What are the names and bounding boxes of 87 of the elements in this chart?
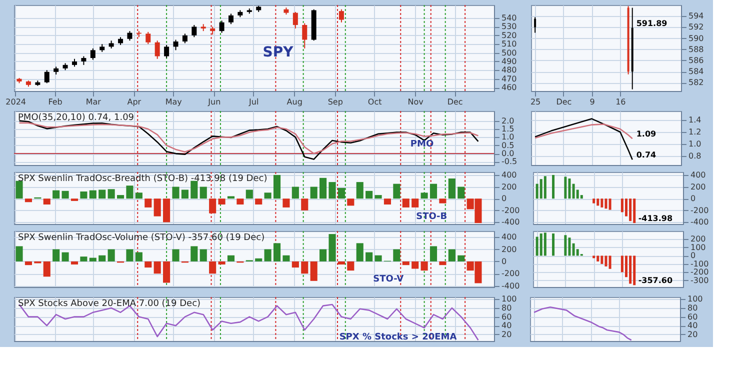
y-tick-label: 588 xyxy=(688,44,704,54)
x-tick-label: Feb xyxy=(48,98,62,106)
y-tick-label: 1.2 xyxy=(688,128,702,136)
y-tick-label: 200 xyxy=(690,234,706,244)
y-tick-label: -400 xyxy=(502,281,520,290)
y-tick-label: 100 xyxy=(502,294,517,304)
annotation: 591.89 xyxy=(636,18,668,28)
y-tick-label: 400 xyxy=(502,170,517,180)
y-tick-label: 40 xyxy=(502,321,512,330)
annotation: 0.74 xyxy=(636,150,657,160)
y-tick-label: 584 xyxy=(688,67,704,76)
y-tick-label: 0.0 xyxy=(502,149,514,158)
y-tick-label: 0 xyxy=(502,194,507,204)
x-tick-label: Dec xyxy=(556,98,572,106)
y-tick-label: 510 xyxy=(502,40,517,49)
y-tick-label: -200 xyxy=(690,206,709,215)
annotation: SPX Swenlin TradOsc-Breadth (STO-B) -413.98 (19 Dec) xyxy=(18,174,268,184)
y-tick-label: 1.0 xyxy=(502,132,514,142)
x-tick-label: Aug xyxy=(286,98,302,106)
y-tick-label: 80 xyxy=(502,304,512,312)
x-tick-label: Oct xyxy=(368,98,382,106)
y-tick-label: -200 xyxy=(502,269,520,278)
x-tick-label: Jun xyxy=(207,98,221,106)
annotation: PMO(35,20,10) 0.74, 1.09 xyxy=(18,113,134,123)
annotation: 1.09 xyxy=(636,130,657,139)
y-tick-label: 0.5 xyxy=(502,140,514,150)
y-tick-label: 200 xyxy=(502,182,517,192)
y-tick-label: 0 xyxy=(690,251,696,260)
annotation: SPX Stocks Above 20-EMA 7.00 (19 Dec) xyxy=(18,299,201,309)
y-tick-label: 460 xyxy=(502,83,517,92)
y-tick-label: 40 xyxy=(688,321,698,330)
y-tick-label: 490 xyxy=(502,56,517,66)
annotation: SPY xyxy=(262,44,294,60)
y-tick-label: -400 xyxy=(690,218,709,227)
y-tick-label: 0 xyxy=(690,194,696,204)
y-tick-label: -0.5 xyxy=(502,157,518,166)
y-tick-label: 540 xyxy=(502,14,517,23)
x-tick-label: Jul xyxy=(248,98,259,106)
annotation: SPX Swenlin TradOsc-Volume (STO-V) -357.60 (19 Dec) xyxy=(18,233,265,243)
y-tick-label: 520 xyxy=(502,30,517,40)
annotation: PMO xyxy=(410,139,434,150)
y-tick-label: 1.0 xyxy=(688,140,702,148)
y-tick-label: 200 xyxy=(690,182,706,192)
y-tick-label: 400 xyxy=(690,170,706,180)
x-tick-label: Dec xyxy=(447,98,463,106)
y-tick-label: 590 xyxy=(688,34,704,43)
y-tick-label: 480 xyxy=(502,66,517,75)
y-tick-label: 60 xyxy=(688,312,698,322)
y-tick-label: 400 xyxy=(502,232,517,242)
x-tick-label: 9 xyxy=(590,98,595,106)
y-tick-label: -200 xyxy=(690,268,709,277)
y-tick-label: -400 xyxy=(502,218,520,227)
y-tick-label: 100 xyxy=(688,294,703,304)
x-tick-label: Nov xyxy=(408,98,424,106)
annotation: SPX % Stocks > 20EMA xyxy=(339,332,457,343)
y-tick-label: 0.8 xyxy=(688,152,702,160)
y-tick-label: 586 xyxy=(688,56,704,65)
y-tick-label: 500 xyxy=(502,48,517,58)
annotation: STO-V xyxy=(373,274,404,285)
y-tick-label: 582 xyxy=(688,78,704,88)
x-tick-label: Apr xyxy=(127,98,142,106)
y-tick-label: 80 xyxy=(688,304,698,312)
annotation: -357.60 xyxy=(638,276,673,286)
y-tick-label: 60 xyxy=(502,312,512,322)
y-tick-label: 2.0 xyxy=(502,116,514,126)
x-tick-label: 25 xyxy=(530,98,541,106)
y-tick-label: 20 xyxy=(688,330,698,339)
y-tick-label: -100 xyxy=(690,259,709,268)
y-tick-label: 1.5 xyxy=(502,124,514,134)
annotation: STO-B xyxy=(416,212,448,222)
x-tick-label: Mar xyxy=(86,98,102,106)
y-tick-label: 100 xyxy=(690,242,706,252)
y-tick-label: 1.4 xyxy=(688,116,702,124)
y-tick-label: 594 xyxy=(688,12,704,21)
y-tick-label: -300 xyxy=(690,276,709,285)
y-tick-label: -200 xyxy=(502,206,520,215)
y-tick-label: 0 xyxy=(502,256,507,266)
x-tick-label: Sep xyxy=(328,98,343,106)
y-tick-label: 470 xyxy=(502,74,517,84)
x-tick-label: May xyxy=(165,98,182,106)
x-tick-label: 2024 xyxy=(6,98,26,106)
y-tick-label: 530 xyxy=(502,22,517,32)
annotation: -413.98 xyxy=(638,214,673,224)
y-tick-label: 592 xyxy=(688,22,704,32)
y-tick-label: 200 xyxy=(502,244,517,254)
x-tick-label: 16 xyxy=(616,98,626,106)
y-tick-label: 20 xyxy=(502,330,512,339)
